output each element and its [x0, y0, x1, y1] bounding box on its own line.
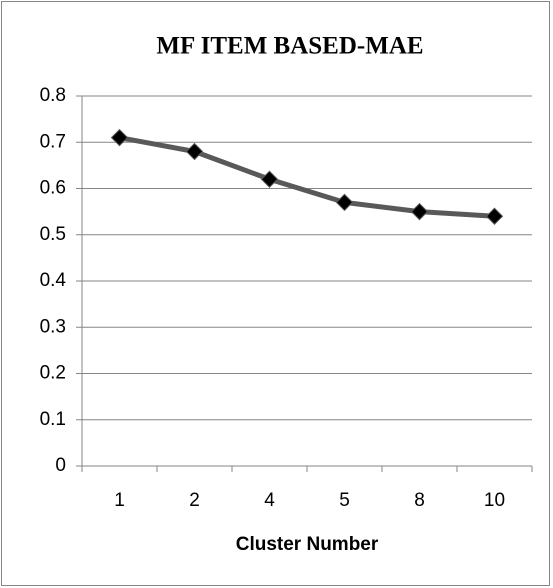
y-tick-label: 0.7	[40, 131, 66, 152]
data-point	[260, 170, 279, 188]
y-tick-label: 0.3	[40, 316, 66, 337]
x-tick-label: 10	[484, 490, 505, 511]
x-tick-label: 4	[264, 490, 275, 511]
y-tick-label: 0	[55, 455, 66, 476]
y-tick-label: 0.8	[40, 85, 66, 106]
y-tick-label: 0.6	[40, 178, 66, 199]
y-tick-label: 0.2	[40, 363, 66, 384]
chart-title: MF ITEM BASED-MAE	[156, 33, 423, 60]
x-tick-label: 2	[189, 490, 200, 511]
data-point	[485, 207, 504, 225]
x-axis-label: Cluster Number	[236, 534, 379, 555]
data-point	[185, 142, 204, 161]
y-tick-label: 0.5	[40, 224, 66, 245]
x-tick-label: 8	[414, 490, 425, 511]
y-tick-label: 0.1	[40, 409, 66, 430]
x-tick-label: 5	[339, 490, 350, 511]
data-point	[110, 128, 129, 147]
series-line	[119, 135, 495, 219]
data-point	[335, 193, 354, 212]
data-point	[410, 202, 429, 221]
x-tick-label: 1	[114, 490, 125, 511]
y-tick-label: 0.4	[40, 270, 67, 291]
